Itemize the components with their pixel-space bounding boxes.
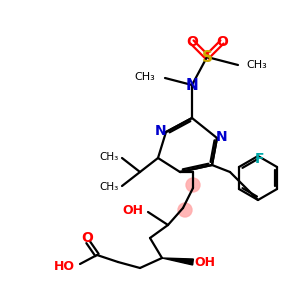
Text: OH: OH: [194, 256, 215, 268]
Circle shape: [178, 203, 192, 217]
Text: S: S: [202, 50, 212, 64]
Text: O: O: [216, 35, 228, 49]
Polygon shape: [162, 258, 194, 265]
Text: CH₃: CH₃: [100, 152, 119, 162]
Text: O: O: [186, 35, 198, 49]
Text: CH₃: CH₃: [100, 182, 119, 192]
Text: N: N: [155, 124, 167, 138]
Text: OH: OH: [122, 203, 143, 217]
Text: HO: HO: [54, 260, 75, 272]
Text: O: O: [81, 231, 93, 245]
Text: F: F: [254, 152, 264, 166]
Circle shape: [186, 178, 200, 192]
Text: CH₃: CH₃: [134, 72, 155, 82]
Text: N: N: [216, 130, 228, 144]
Text: N: N: [186, 77, 198, 92]
Text: CH₃: CH₃: [246, 60, 267, 70]
